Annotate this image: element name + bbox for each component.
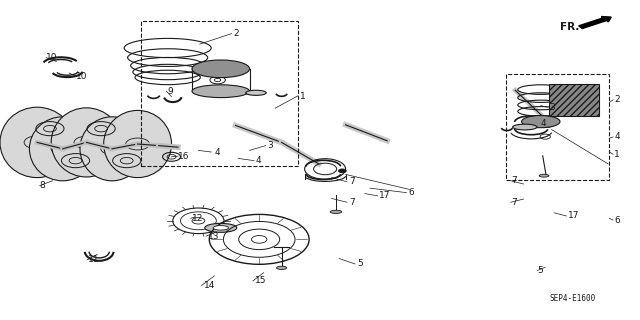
Text: 5: 5 — [357, 260, 363, 268]
Ellipse shape — [192, 85, 250, 98]
Ellipse shape — [522, 116, 560, 128]
Bar — [549, 84, 599, 116]
Text: 2: 2 — [614, 95, 620, 104]
Text: SEP4-E1600: SEP4-E1600 — [549, 294, 595, 303]
Ellipse shape — [80, 117, 144, 181]
Ellipse shape — [540, 174, 548, 177]
Text: 11: 11 — [88, 255, 100, 264]
Ellipse shape — [205, 223, 237, 232]
Text: 9: 9 — [168, 87, 173, 96]
Text: 17: 17 — [568, 212, 580, 220]
Text: 4: 4 — [256, 156, 262, 165]
Text: 6: 6 — [614, 216, 620, 225]
Ellipse shape — [192, 60, 250, 78]
Text: 12: 12 — [192, 214, 204, 223]
Text: 7: 7 — [511, 198, 516, 207]
Text: 3: 3 — [268, 141, 273, 150]
Text: 7: 7 — [349, 198, 355, 207]
Text: 3: 3 — [549, 103, 555, 112]
Text: 4: 4 — [614, 132, 620, 141]
Ellipse shape — [51, 108, 122, 177]
Text: 7: 7 — [511, 176, 516, 185]
Text: 1: 1 — [300, 92, 305, 100]
Text: 4: 4 — [541, 119, 547, 128]
Text: 15: 15 — [255, 276, 266, 285]
Text: 1: 1 — [614, 150, 620, 159]
Text: 6: 6 — [408, 188, 414, 197]
Ellipse shape — [104, 110, 172, 178]
Text: 17: 17 — [379, 191, 390, 200]
Ellipse shape — [246, 90, 266, 95]
Circle shape — [544, 124, 552, 127]
Circle shape — [339, 169, 346, 173]
Ellipse shape — [513, 124, 537, 130]
Text: 2: 2 — [234, 29, 239, 38]
Text: 8: 8 — [40, 181, 45, 190]
Ellipse shape — [29, 117, 96, 181]
Bar — [141, 21, 298, 166]
FancyArrow shape — [579, 17, 611, 28]
Text: 10: 10 — [46, 53, 58, 62]
Text: 13: 13 — [208, 232, 220, 241]
Bar — [506, 74, 609, 180]
Text: 14: 14 — [204, 281, 215, 290]
Text: 4: 4 — [214, 148, 220, 156]
Ellipse shape — [276, 266, 287, 269]
Text: 10: 10 — [76, 72, 87, 81]
Ellipse shape — [330, 210, 342, 213]
Ellipse shape — [213, 226, 228, 230]
Text: FR.: FR. — [560, 22, 579, 32]
Text: 7: 7 — [349, 177, 355, 186]
Ellipse shape — [0, 107, 74, 178]
Text: 16: 16 — [178, 152, 189, 161]
Text: 5: 5 — [538, 266, 543, 275]
